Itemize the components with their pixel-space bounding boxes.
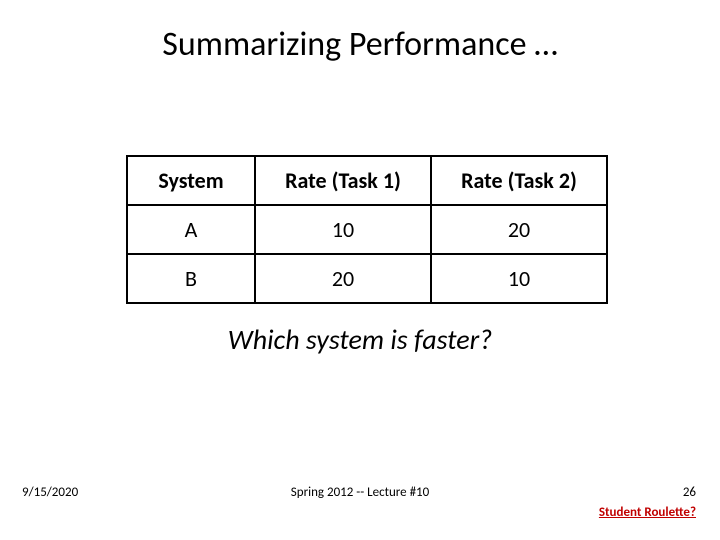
- table-row: A 10 20: [127, 205, 607, 254]
- footer-center: Spring 2012 -- Lecture #10: [0, 485, 720, 500]
- student-roulette-link[interactable]: Student Roulette?: [599, 505, 696, 520]
- cell-system: B: [127, 254, 255, 303]
- footer-pagenum: 26: [683, 485, 696, 500]
- cell-rate2: 10: [431, 254, 607, 303]
- cell-system: A: [127, 205, 255, 254]
- col-header-system: System: [127, 156, 255, 205]
- slide: Summarizing Performance … System Rate (T…: [0, 0, 720, 540]
- slide-title: Summarizing Performance …: [0, 24, 720, 65]
- col-header-rate1: Rate (Task 1): [255, 156, 431, 205]
- cell-rate1: 20: [255, 254, 431, 303]
- cell-rate1: 10: [255, 205, 431, 254]
- perf-table: System Rate (Task 1) Rate (Task 2) A 10 …: [126, 155, 608, 304]
- table-row: B 20 10: [127, 254, 607, 303]
- table-header-row: System Rate (Task 1) Rate (Task 2): [127, 156, 607, 205]
- cell-rate2: 20: [431, 205, 607, 254]
- question-text: Which system is faster?: [0, 322, 720, 357]
- col-header-rate2: Rate (Task 2): [431, 156, 607, 205]
